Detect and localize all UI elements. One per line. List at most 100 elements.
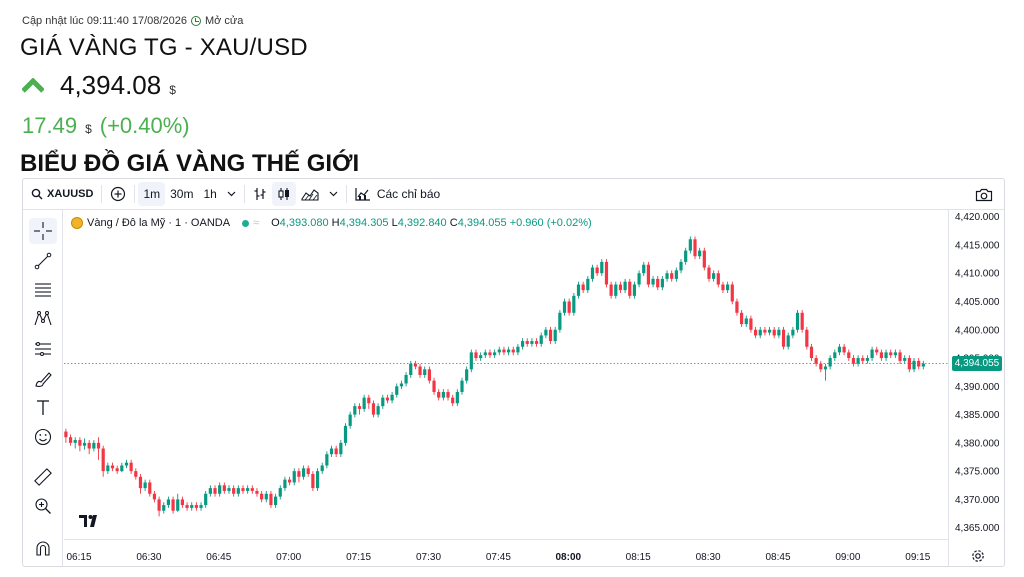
candle-body — [520, 341, 525, 347]
candle-body — [721, 284, 725, 291]
candle-body — [623, 281, 627, 291]
ruler-tool[interactable] — [29, 464, 57, 490]
x-tick-label: 08:00 — [556, 552, 582, 563]
interval-1h[interactable]: 1h — [203, 187, 217, 201]
screenshot-button[interactable] — [970, 183, 998, 207]
candle-body — [315, 471, 320, 489]
trendline-tool[interactable] — [29, 248, 57, 274]
symbol-search[interactable]: XAUUSD — [26, 182, 98, 206]
update-timestamp: Cập nhật lúc 09:11:40 17/08/2026 Mở cửa — [22, 15, 243, 27]
close-label: C — [449, 217, 458, 229]
candle-body — [413, 363, 417, 367]
fib-tool[interactable] — [29, 277, 57, 303]
candle-body — [609, 284, 613, 296]
candle-body — [772, 329, 776, 336]
compare-button[interactable] — [105, 182, 131, 206]
candle-body — [241, 488, 245, 491]
x-tick-label: 06:30 — [136, 552, 161, 563]
bars-style-button[interactable] — [248, 182, 272, 206]
candle-body — [204, 493, 208, 506]
candle-body — [208, 488, 212, 494]
candle-body — [763, 329, 767, 333]
candle-body — [600, 261, 604, 274]
candle-body — [898, 352, 902, 361]
crosshair-tool[interactable] — [29, 218, 57, 244]
candle-body — [353, 406, 357, 415]
indicators-icon — [355, 188, 370, 201]
candle-body — [884, 352, 888, 359]
candle-body — [893, 352, 897, 356]
candle-body — [507, 349, 511, 353]
magnet-icon — [36, 541, 50, 556]
candle-body — [441, 391, 445, 398]
candle-body — [73, 440, 77, 443]
magnet-tool[interactable] — [29, 536, 57, 562]
candle-body — [96, 442, 101, 449]
candle-body — [329, 448, 334, 455]
candle-body — [516, 346, 520, 353]
y-tick-label: 4,390.000 — [955, 382, 1000, 393]
pattern-tool[interactable] — [29, 306, 57, 332]
candle-body — [250, 488, 254, 491]
candle-body — [525, 341, 529, 344]
updated-label: Cập nhật lúc 09:11:40 17/08/2026 — [22, 15, 187, 27]
area-style-button[interactable] — [296, 182, 324, 206]
drawing-toolbar — [23, 210, 63, 567]
gold-coin-icon — [71, 217, 83, 229]
candle-body — [287, 479, 292, 483]
page-title: GIÁ VÀNG TG - XAU/USD — [20, 34, 308, 61]
candle-body — [246, 488, 250, 491]
chart-type-dropdown[interactable] — [324, 182, 343, 206]
candle-body — [744, 318, 748, 325]
tradingview-logo-icon[interactable] — [78, 511, 104, 531]
candle-body — [152, 493, 157, 500]
candle-body — [474, 352, 478, 359]
candle-body — [632, 284, 637, 296]
candle-body — [138, 476, 143, 489]
candle-body — [791, 329, 795, 336]
crosshair-icon — [34, 222, 52, 240]
interval-dropdown[interactable] — [222, 182, 241, 206]
candle-body — [553, 329, 557, 342]
candle-body — [385, 397, 390, 401]
zoom-in-tool[interactable] — [29, 493, 57, 519]
candle-body — [465, 369, 469, 381]
candle-body — [120, 465, 124, 472]
settings-gear-icon[interactable] — [971, 549, 985, 563]
candle-body — [833, 352, 837, 359]
low-label: L — [391, 217, 398, 229]
candle-body — [805, 329, 809, 347]
symbol-full-name: Vàng / Đô la Mỹ · 1 · OANDA — [87, 217, 231, 229]
candle-body — [618, 284, 623, 291]
candles-icon — [278, 188, 289, 200]
brush-tool[interactable] — [29, 366, 57, 392]
y-tick-label: 4,415.000 — [955, 240, 1000, 251]
candle-body — [716, 273, 720, 285]
candle-body — [870, 349, 874, 359]
candle-body — [190, 505, 194, 508]
text-tool[interactable] — [29, 395, 57, 421]
x-tick-label: 07:30 — [416, 552, 441, 563]
candles-style-button[interactable] — [271, 182, 296, 206]
candle-body — [292, 471, 296, 483]
forecast-tool[interactable] — [29, 336, 57, 362]
candle-body — [665, 273, 669, 279]
candle-body — [460, 380, 464, 392]
interval-30m[interactable]: 30m — [170, 187, 194, 201]
candle-body — [115, 468, 119, 472]
candle-body — [320, 465, 324, 472]
interval-1m[interactable]: 1m — [138, 182, 166, 206]
market-open-dot — [242, 219, 250, 227]
candle-body — [856, 358, 860, 364]
indicators-button[interactable]: Các chỉ báo — [350, 182, 445, 206]
x-tick-label: 07:00 — [276, 552, 301, 563]
candle-body — [278, 488, 282, 497]
candlestick-chart[interactable]: 4,365.000 4,370.000 4,375.000 4,380.000 4,38… — [23, 179, 1006, 568]
candle-body — [614, 284, 618, 296]
emoji-icon — [34, 428, 52, 446]
open-label: O — [271, 217, 280, 229]
candle-body — [903, 358, 907, 361]
emoji-tool[interactable] — [29, 424, 57, 450]
candle-body — [395, 386, 399, 395]
candle-body — [604, 261, 609, 285]
